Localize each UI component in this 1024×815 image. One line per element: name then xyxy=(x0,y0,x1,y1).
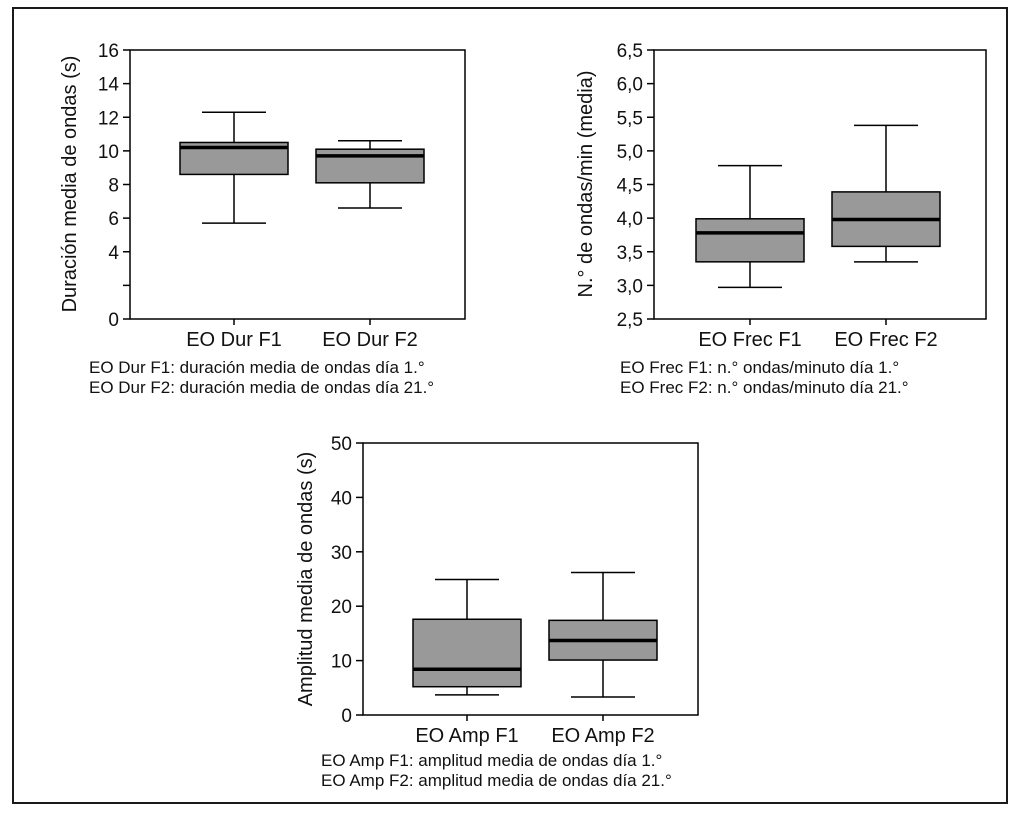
plot-frame-dur xyxy=(129,49,466,320)
y-tick-label-amp: 30 xyxy=(331,543,352,564)
y-tick-label-amp: 10 xyxy=(331,652,352,673)
y-tick-label-frec: 4,0 xyxy=(617,209,643,230)
caption-amp-2: EO Amp F2: amplitud media de ondas día 2… xyxy=(321,771,672,790)
y-axis-title-amp: Amplitud media de ondas (s) xyxy=(295,452,317,707)
caption-dur-1: EO Dur F1: duración media de ondas día 1… xyxy=(89,358,425,377)
category-label-amp-1: EO Amp F1 xyxy=(415,725,518,747)
y-tick-label-amp: 20 xyxy=(331,597,352,618)
figure-svg: 0 4 6 8 10 12 14 16 Duración media de ondas (s) E… xyxy=(59,41,987,790)
y-tick-label-dur: 4 xyxy=(108,243,119,264)
chart-dur: 0 4 6 8 10 12 14 16 Duración media de ondas (s) E… xyxy=(59,41,466,397)
y-tick-label-amp: 50 xyxy=(331,434,352,455)
category-label-dur-1: EO Dur F1 xyxy=(186,329,282,351)
y-tick-label-dur: 8 xyxy=(108,176,119,197)
plot-frame-frec xyxy=(653,49,987,320)
y-tick-label-frec: 3,5 xyxy=(617,243,643,264)
y-tick-label-dur: 12 xyxy=(98,108,119,129)
y-tick-label-dur: 14 xyxy=(98,75,120,96)
y-tick-label-dur: 6 xyxy=(108,209,119,230)
y-tick-label-frec: 6,5 xyxy=(617,41,643,62)
caption-frec-2: EO Frec F2: n.° ondas/minuto día 21.° xyxy=(620,378,909,397)
caption-frec-1: EO Frec F1: n.° ondas/minuto día 1.° xyxy=(620,358,899,377)
category-label-amp-2: EO Amp F2 xyxy=(551,725,654,747)
caption-amp-1: EO Amp F1: amplitud media de ondas día 1… xyxy=(321,751,662,770)
y-tick-label-frec: 2,5 xyxy=(617,310,643,331)
y-tick-label-dur: 16 xyxy=(98,41,119,62)
category-label-dur-2: EO Dur F2 xyxy=(322,329,418,351)
box-frec-1 xyxy=(695,218,805,263)
box-amp-1 xyxy=(412,618,522,688)
caption-dur-2: EO Dur F2: duración media de ondas día 2… xyxy=(89,378,434,397)
y-tick-label-frec: 3,0 xyxy=(617,276,643,297)
y-tick-label-frec: 5,0 xyxy=(617,142,643,163)
y-tick-label-frec: 5,5 xyxy=(617,108,643,129)
y-tick-label-dur: 10 xyxy=(98,142,119,163)
category-label-frec-2: EO Frec F2 xyxy=(834,329,937,351)
y-axis-title-dur: Duración media de ondas (s) xyxy=(59,56,81,313)
category-label-frec-1: EO Frec F1 xyxy=(698,329,801,351)
y-tick-label-amp: 0 xyxy=(341,706,352,727)
chart-amp: 0 10 20 30 40 50 Amplitud media de ondas (s) EO… xyxy=(295,434,699,790)
figure-frame: 0 4 6 8 10 12 14 16 Duración media de ondas (s) E… xyxy=(12,7,1008,804)
chart-frec: 2,5 3,0 3,5 4,0 4,5 5,0 5,5 6,0 6,5 N.° de ondas/… xyxy=(575,41,987,397)
y-axis-title-frec: N.° de ondas/min (media) xyxy=(575,71,597,298)
plot-frame-amp xyxy=(362,442,699,716)
y-tick-label-dur: 0 xyxy=(108,310,119,331)
y-tick-label-amp: 40 xyxy=(331,488,352,509)
y-tick-label-frec: 4,5 xyxy=(617,176,643,197)
y-tick-label-frec: 6,0 xyxy=(617,75,643,96)
